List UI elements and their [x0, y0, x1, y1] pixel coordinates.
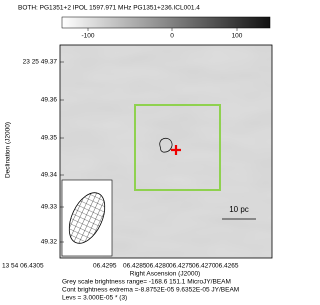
x-tick-label: 06.4270: [192, 263, 216, 270]
scale-label: 10 pc: [229, 205, 249, 214]
footer-line: Cont brightness extrema =-8.8752E-05 9.6…: [62, 287, 239, 294]
plot-frame: [59, 44, 273, 259]
x-tick-label: 06.4265: [215, 263, 239, 270]
x-tick-label: 06.4295: [93, 263, 117, 270]
colorbar-tick-label: 100: [232, 33, 243, 40]
title: BOTH: PG1351+2 IPOL 1597.971 MHz PG1351+…: [18, 5, 200, 12]
x-tick-label: 13 54 06.4305: [2, 263, 44, 270]
y-tick-label: 49.32: [41, 239, 58, 246]
y-tick-label: 49.33: [41, 204, 58, 211]
x-tick-label: 06.4280: [146, 263, 170, 270]
contour: [159, 137, 173, 153]
x-tick-label: 06.4275: [169, 263, 193, 270]
footer-line: Grey scale brightness range= -168.6 151.…: [62, 279, 231, 286]
beam: [68, 192, 106, 244]
colorbar-tick-label: 0: [170, 33, 174, 40]
colorbar-tick-label: -100: [81, 33, 94, 40]
x-axis-label: Right Ascension (J2000): [130, 271, 200, 278]
y-tick-label: 49.36: [41, 97, 58, 104]
y-axis-label: Declination (J2000): [5, 122, 12, 178]
footer-line: Levs = 3.000E-05 * (3): [62, 295, 127, 302]
x-tick-label: 06.4285: [123, 263, 147, 270]
y-tick-label: 49.34: [41, 172, 58, 179]
source-marker: [171, 145, 181, 155]
figure: BOTH: PG1351+2 IPOL 1597.971 MHz PG1351+…: [2, 5, 273, 302]
y-tick-label: 49.35: [41, 135, 58, 142]
colorbar: [61, 16, 271, 29]
region-box: [134, 104, 221, 191]
y-tick-label: 23 25 49.37: [23, 59, 58, 66]
